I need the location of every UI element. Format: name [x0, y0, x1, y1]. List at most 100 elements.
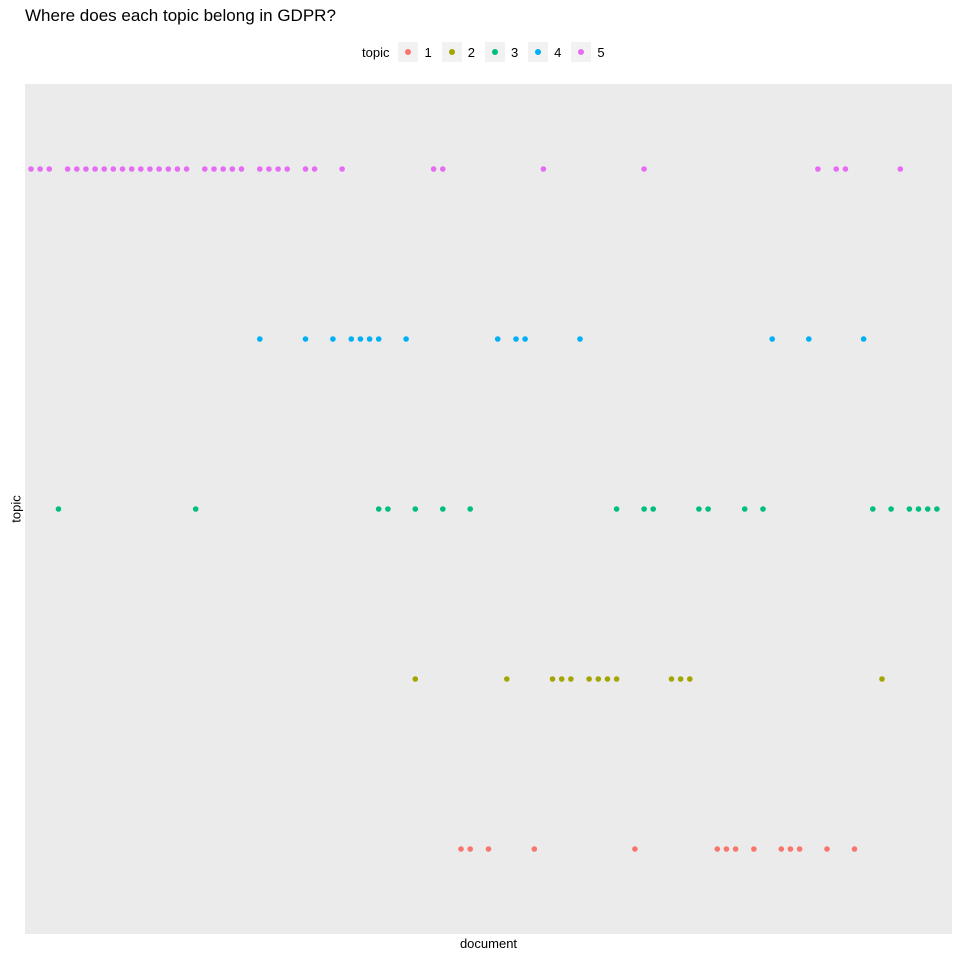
point-topic-5-25 [284, 166, 291, 172]
point-topic-4-7 [403, 336, 409, 342]
point-topic-1-2 [485, 846, 492, 852]
point-topic-1-6 [723, 846, 730, 852]
point-topic-5-2 [46, 166, 53, 172]
point-topic-5-20 [229, 166, 236, 172]
point-topic-5-19 [220, 166, 226, 172]
point-topic-5-18 [211, 166, 217, 172]
point-topic-4-11 [577, 336, 583, 342]
point-topic-5-1 [37, 166, 43, 172]
point-topic-5-8 [110, 166, 117, 172]
legend-label-5: 5 [597, 44, 605, 60]
point-topic-1-10 [787, 846, 794, 852]
point-topic-5-28 [339, 166, 345, 172]
point-topic-1-4 [632, 846, 638, 852]
y-axis-label: topic [8, 495, 24, 523]
point-topic-5-31 [540, 166, 547, 172]
point-topic-5-7 [101, 166, 107, 172]
legend-label-3: 3 [510, 44, 519, 60]
point-topic-5-32 [641, 166, 647, 172]
point-topic-2-3 [558, 676, 565, 682]
point-topic-3-14 [870, 506, 876, 512]
x-axis-label: document [459, 936, 518, 951]
legend-dot-4 [535, 49, 542, 55]
legend-key-2 [441, 42, 462, 62]
point-topic-4-5 [366, 336, 373, 342]
point-topic-1-8 [751, 846, 757, 852]
point-topic-1-9 [778, 846, 785, 852]
point-topic-3-8 [641, 506, 647, 512]
legend: topic 1 2 3 4 5 [362, 42, 615, 62]
point-topic-5-0 [28, 166, 34, 172]
point-topic-5-23 [266, 166, 272, 172]
point-topic-3-19 [934, 506, 940, 512]
legend-key-5 [571, 42, 592, 62]
point-topic-2-11 [687, 676, 693, 682]
point-topic-5-27 [311, 166, 318, 172]
point-topic-5-4 [74, 166, 80, 172]
point-topic-1-7 [732, 846, 739, 852]
point-topic-4-13 [806, 336, 812, 342]
point-topic-3-15 [888, 506, 894, 512]
legend-key-1 [398, 42, 419, 62]
plot-panel [25, 84, 952, 934]
legend-item-2: 2 [441, 42, 475, 62]
point-topic-4-9 [513, 336, 519, 342]
point-topic-3-16 [906, 506, 913, 512]
legend-items: 1 2 3 4 5 [398, 42, 614, 62]
point-topic-2-1 [504, 676, 510, 682]
point-topic-5-9 [119, 166, 126, 172]
point-topic-2-8 [613, 676, 620, 682]
legend-item-1: 1 [398, 42, 432, 62]
point-topic-4-2 [330, 336, 336, 342]
point-topic-5-29 [430, 166, 437, 172]
point-topic-3-6 [467, 506, 474, 512]
point-topic-4-10 [522, 336, 528, 342]
point-topic-4-4 [357, 336, 364, 342]
point-topic-1-5 [714, 846, 721, 852]
point-topic-5-3 [64, 166, 71, 172]
point-topic-5-5 [83, 166, 89, 172]
legend-item-5: 5 [571, 42, 605, 62]
point-topic-1-13 [851, 846, 858, 852]
point-topic-4-12 [769, 336, 775, 342]
point-topic-5-21 [238, 166, 245, 172]
point-topic-2-12 [879, 676, 885, 682]
legend-dot-1 [405, 49, 412, 55]
point-topic-5-16 [183, 166, 190, 172]
legend-dot-2 [448, 49, 455, 55]
point-topic-5-34 [833, 166, 839, 172]
legend-item-3: 3 [484, 42, 519, 62]
point-topic-5-11 [138, 166, 144, 172]
legend-label-1: 1 [424, 44, 432, 60]
point-topic-3-17 [915, 506, 922, 512]
point-topic-5-12 [147, 166, 153, 172]
point-topic-3-0 [55, 506, 62, 512]
point-topic-5-35 [842, 166, 849, 172]
legend-item-4: 4 [528, 42, 561, 62]
point-topic-5-30 [440, 166, 446, 172]
legend-dot-5 [578, 49, 585, 55]
point-topic-2-0 [412, 676, 419, 682]
point-topic-5-33 [815, 166, 821, 172]
point-topic-5-24 [275, 166, 281, 172]
point-topic-1-0 [458, 846, 464, 852]
point-topic-2-6 [595, 676, 602, 682]
point-topic-3-5 [440, 506, 446, 512]
point-topic-2-4 [568, 676, 574, 682]
point-topic-5-26 [302, 166, 309, 172]
data-points [28, 166, 940, 852]
point-topic-2-9 [668, 676, 675, 682]
point-topic-5-17 [202, 166, 208, 172]
point-topic-1-12 [824, 846, 830, 852]
point-topic-4-8 [494, 336, 501, 342]
point-topic-1-1 [467, 846, 474, 852]
point-topic-5-6 [92, 166, 98, 172]
point-topic-3-7 [613, 506, 620, 512]
chart-title: Where does each topic belong in GDPR? [25, 6, 336, 25]
point-topic-4-3 [348, 336, 355, 342]
legend-label-4: 4 [554, 44, 562, 60]
point-topic-3-9 [650, 506, 656, 512]
point-topic-2-5 [586, 676, 592, 682]
point-topic-1-3 [531, 846, 538, 852]
